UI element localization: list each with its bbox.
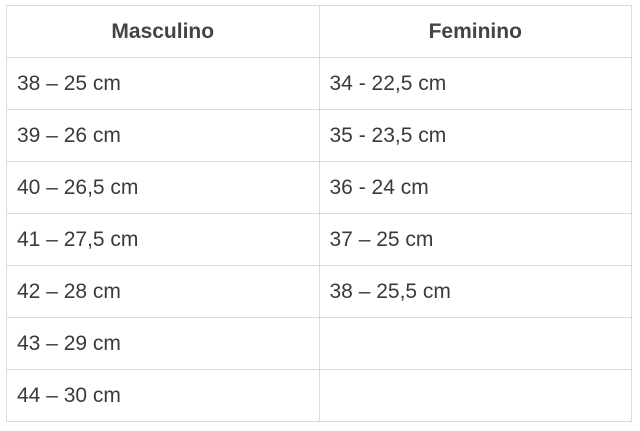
table-cell: 40 – 26,5 cm <box>6 161 320 214</box>
table-cell <box>318 317 632 370</box>
table-body: 38 – 25 cm 34 - 22,5 cm 39 – 26 cm 35 - 23,… <box>6 57 632 422</box>
table-cell <box>318 369 632 422</box>
size-table: Masculino Feminino 38 – 25 cm 34 - 22,5 cm… <box>6 5 632 422</box>
table-cell: 42 – 28 cm <box>6 265 320 318</box>
table-row: 44 – 30 cm <box>6 369 632 422</box>
table-cell: 38 – 25,5 cm <box>318 265 632 318</box>
table-row: 41 – 27,5 cm 37 – 25 cm <box>6 213 632 266</box>
column-header: Masculino <box>6 5 320 58</box>
table-row: 38 – 25 cm 34 - 22,5 cm <box>6 57 632 110</box>
table-cell: 36 - 24 cm <box>318 161 632 214</box>
table-cell: 41 – 27,5 cm <box>6 213 320 266</box>
table-row: 42 – 28 cm 38 – 25,5 cm <box>6 265 632 318</box>
table-cell: 34 - 22,5 cm <box>318 57 632 110</box>
header-row: Masculino Feminino <box>6 5 632 58</box>
table-cell: 37 – 25 cm <box>318 213 632 266</box>
table-row: 40 – 26,5 cm 36 - 24 cm <box>6 161 632 214</box>
table-cell: 39 – 26 cm <box>6 109 320 162</box>
table-row: 43 – 29 cm <box>6 317 632 370</box>
table-cell: 35 - 23,5 cm <box>318 109 632 162</box>
table-cell: 38 – 25 cm <box>6 57 320 110</box>
table-cell: 44 – 30 cm <box>6 369 320 422</box>
table-row: 39 – 26 cm 35 - 23,5 cm <box>6 109 632 162</box>
table-cell: 43 – 29 cm <box>6 317 320 370</box>
column-header: Feminino <box>318 5 632 58</box>
